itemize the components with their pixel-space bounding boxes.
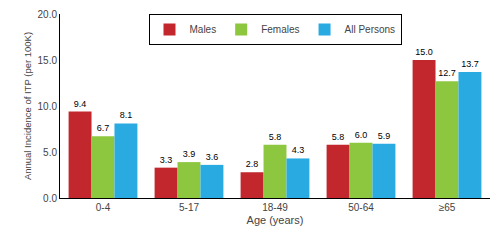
svg-text:5.9: 5.9 — [378, 131, 391, 141]
svg-text:0-4: 0-4 — [96, 202, 111, 213]
svg-text:3.9: 3.9 — [183, 149, 196, 159]
svg-text:5.8: 5.8 — [269, 132, 282, 142]
svg-text:0.0: 0.0 — [43, 193, 57, 204]
svg-text:18-49: 18-49 — [262, 202, 288, 213]
svg-text:15.0: 15.0 — [415, 47, 433, 57]
svg-text:3.6: 3.6 — [206, 152, 219, 162]
svg-text:9.4: 9.4 — [74, 99, 87, 109]
svg-text:4.3: 4.3 — [292, 145, 305, 155]
svg-text:6.7: 6.7 — [97, 123, 110, 133]
svg-text:≥65: ≥65 — [439, 202, 456, 213]
svg-text:8.1: 8.1 — [120, 110, 133, 120]
svg-text:10.0: 10.0 — [38, 101, 58, 112]
svg-text:Females: Females — [261, 24, 299, 35]
svg-text:20.0: 20.0 — [38, 9, 58, 20]
svg-text:12.7: 12.7 — [438, 68, 456, 78]
svg-text:3.3: 3.3 — [160, 155, 173, 165]
svg-text:All Persons: All Persons — [345, 24, 396, 35]
svg-text:5.8: 5.8 — [332, 132, 345, 142]
svg-text:15.0: 15.0 — [38, 55, 58, 66]
svg-text:Males: Males — [190, 24, 217, 35]
svg-text:50-64: 50-64 — [348, 202, 374, 213]
svg-text:13.7: 13.7 — [461, 59, 479, 69]
svg-text:5-17: 5-17 — [179, 202, 199, 213]
svg-text:6.0: 6.0 — [355, 130, 368, 140]
svg-text:5.0: 5.0 — [43, 147, 57, 158]
svg-text:Age (years): Age (years) — [247, 214, 304, 226]
svg-text:Annual Incidence of ITP (per 1: Annual Incidence of ITP (per 100K) — [22, 32, 33, 180]
svg-text:2.8: 2.8 — [246, 159, 259, 169]
